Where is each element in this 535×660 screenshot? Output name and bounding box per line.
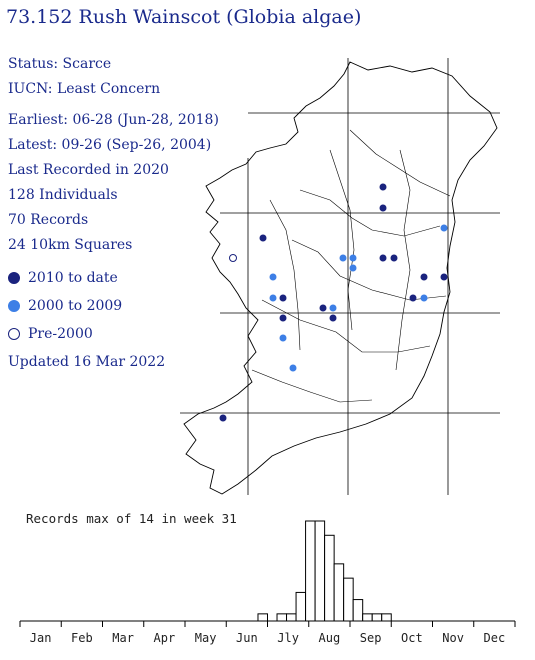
ireland-distribution-map <box>180 58 500 495</box>
page-title: 73.152 Rush Wainscot (Globia algae) <box>6 6 362 28</box>
squares-count: 24 10km Squares <box>8 237 133 253</box>
week-bar <box>343 577 354 622</box>
legend-dot-2000s <box>8 300 20 312</box>
record-dot-recent <box>379 204 387 212</box>
week-bar <box>362 613 373 622</box>
week-bar <box>314 520 326 622</box>
week-bar <box>295 591 307 622</box>
record-dot-pre2000 <box>229 254 237 262</box>
month-label: Dec <box>484 631 506 645</box>
week-bar <box>381 613 392 622</box>
latest-text: Latest: 09-26 (Sep-26, 2004) <box>8 137 212 153</box>
map-points-recent <box>219 183 448 422</box>
month-label: Jly <box>277 631 299 645</box>
record-dot-recent <box>219 414 227 422</box>
legend-item-pre-2000: Pre-2000 <box>8 326 93 342</box>
month-label: Apr <box>154 631 176 645</box>
histogram-bars <box>257 520 392 622</box>
record-dot-recent <box>379 183 387 191</box>
legend-dot-recent <box>8 272 20 284</box>
record-dot-recent <box>279 294 287 302</box>
record-dot-2000s <box>289 364 297 372</box>
month-label: Nov <box>442 631 464 645</box>
legend-label: 2010 to date <box>28 270 118 286</box>
legend-label: 2000 to 2009 <box>28 298 123 314</box>
county-boundaries <box>251 129 451 403</box>
map-points-pre2000 <box>229 254 237 262</box>
record-dot-recent <box>319 304 327 312</box>
record-dot-2000s <box>440 224 448 232</box>
record-dot-2000s <box>329 304 337 312</box>
ireland-outline <box>183 61 498 495</box>
week-bar <box>371 613 383 622</box>
iucn-text: IUCN: Least Concern <box>8 81 161 97</box>
month-label: Jun <box>236 631 258 645</box>
map-points-2000s <box>269 224 448 372</box>
grid-lines <box>180 58 500 495</box>
week-bar <box>324 534 335 622</box>
legend-item-2000-to-2009: 2000 to 2009 <box>8 298 122 314</box>
records-count: 70 Records <box>8 212 89 228</box>
record-dot-recent <box>440 273 448 281</box>
record-dot-recent <box>420 273 428 281</box>
month-label: Aug <box>319 631 341 645</box>
histogram-title: Records max of 14 in week 31 <box>26 511 237 526</box>
record-dot-2000s <box>420 294 428 302</box>
histogram-ticks <box>19 621 516 627</box>
earliest-text: Earliest: 06-28 (Jun-28, 2018) <box>8 112 219 128</box>
legend-label: Pre-2000 <box>28 326 93 342</box>
month-label: May <box>195 631 217 645</box>
record-dot-recent <box>390 254 398 262</box>
record-dot-recent <box>279 314 287 322</box>
legend-item-2010-to-date: 2010 to date <box>8 270 118 286</box>
week-bar <box>352 599 364 622</box>
week-bar <box>276 613 288 622</box>
month-label: Feb <box>71 631 93 645</box>
record-dot-recent <box>329 314 337 322</box>
record-dot-2000s <box>339 254 347 262</box>
record-dot-2000s <box>269 273 277 281</box>
histogram-month-labels: Jan Feb Mar Apr May Jun Jly Aug Sep Oct Nov Dec <box>30 631 505 645</box>
month-label: Sep <box>360 631 382 645</box>
record-dot-2000s <box>349 254 357 262</box>
updated-text: Updated 16 Mar 2022 <box>8 354 166 370</box>
last-recorded-text: Last Recorded in 2020 <box>8 162 169 178</box>
week-bar <box>257 613 269 622</box>
week-bar <box>305 520 316 622</box>
individuals-count: 128 Individuals <box>8 187 118 203</box>
status-text: Status: Scarce <box>8 56 112 72</box>
record-dot-recent <box>409 294 417 302</box>
record-dot-recent <box>259 234 267 242</box>
record-dot-2000s <box>269 294 277 302</box>
weekly-records-histogram: Jan Feb Mar Apr May Jun Jly Aug Sep Oct Nov Dec <box>19 520 516 645</box>
week-bar <box>286 613 297 622</box>
month-label: Oct <box>401 631 423 645</box>
month-label: Jan <box>30 631 52 645</box>
record-dot-2000s <box>349 264 357 272</box>
month-label: Mar <box>112 631 134 645</box>
week-bar <box>333 563 345 622</box>
legend-dot-pre2000 <box>8 328 20 340</box>
record-dot-2000s <box>279 334 287 342</box>
record-dot-recent <box>379 254 387 262</box>
